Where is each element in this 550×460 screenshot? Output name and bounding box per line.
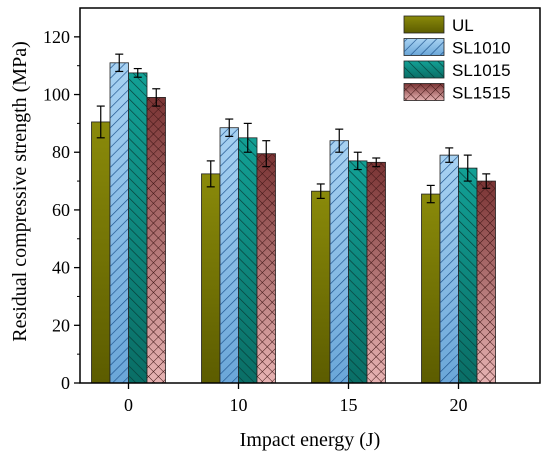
y-tick-label: 20 (52, 315, 70, 335)
y-tick-label: 60 (52, 200, 70, 220)
bar-hatch-sl1015-0 (128, 72, 147, 384)
bar-hatch-sl1515-20 (477, 181, 496, 383)
y-axis-title: Residual compressive strength (MPa) (9, 41, 31, 342)
x-tick-label: 15 (340, 395, 358, 415)
bar-ul-0 (91, 121, 111, 384)
bar-ul-20 (421, 193, 441, 384)
plot-frame (79, 7, 541, 384)
bar-hatch-sl1010-0 (110, 62, 129, 384)
x-axis-title: Impact energy (J) (240, 429, 381, 451)
y-tick-label: 40 (52, 258, 70, 278)
bar-hatch-sl1015-15 (348, 160, 367, 383)
legend-label-ul: UL (452, 16, 474, 35)
bar-hatch-sl1010-15 (330, 140, 349, 383)
bar-hatch-sl1010-20 (440, 155, 459, 383)
x-tick-label: 0 (124, 395, 133, 415)
x-tick-label: 10 (230, 395, 248, 415)
bar-hatch-sl1015-20 (458, 168, 477, 383)
legend-label-sl1010: SL1010 (452, 39, 511, 58)
bars-layer (91, 53, 496, 384)
legend-swatch-hatch-sl1010 (404, 38, 444, 56)
x-tick-label: 20 (450, 395, 468, 415)
y-tick-label: 120 (43, 27, 70, 47)
legend: UL SL1010 SL1015 SL1515 (403, 15, 511, 103)
y-tick-label: 100 (43, 85, 70, 105)
bar-ul-10 (201, 173, 221, 384)
ticks-layer: 0 20 40 60 80 100 120 0 10 15 20 (43, 27, 468, 415)
y-tick-label: 0 (61, 373, 70, 393)
y-tick-label: 80 (52, 142, 70, 162)
legend-swatch-ul (403, 15, 445, 34)
legend-label-sl1515: SL1515 (452, 84, 511, 103)
legend-swatch-hatch-sl1015 (404, 61, 444, 78)
bar-hatch-sl1515-0 (147, 97, 166, 383)
bar-hatch-sl1515-10 (257, 153, 276, 383)
legend-swatch-hatch-sl1515 (404, 83, 444, 101)
bar-ul-15 (311, 190, 331, 384)
legend-label-sl1015: SL1015 (452, 61, 511, 80)
bar-hatch-sl1015-10 (238, 137, 257, 383)
bar-hatch-sl1515-15 (367, 162, 386, 383)
bar-hatch-sl1010-10 (220, 127, 239, 383)
